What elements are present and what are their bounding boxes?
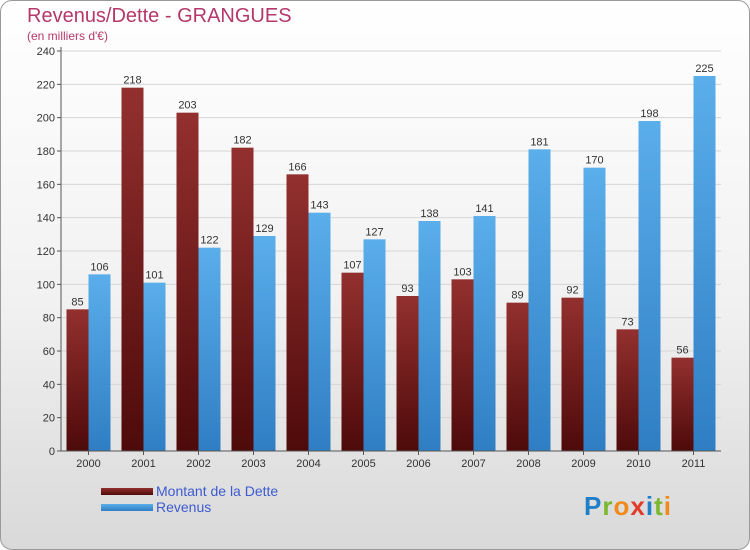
logo-letter: o bbox=[613, 491, 631, 521]
legend-swatch-revenus bbox=[101, 504, 153, 511]
data-label-dette: 107 bbox=[343, 260, 361, 272]
bar-dette bbox=[121, 87, 144, 452]
x-tick-label: 2010 bbox=[626, 458, 650, 470]
bar-revenus bbox=[638, 121, 661, 451]
legend-label-revenus: Revenus bbox=[156, 499, 212, 515]
data-label-dette: 166 bbox=[288, 161, 306, 173]
logo-letter: i bbox=[663, 491, 672, 521]
bar-dette bbox=[396, 296, 419, 451]
data-label-dette: 218 bbox=[123, 75, 141, 87]
legend-swatch-dette bbox=[101, 488, 153, 495]
bar-revenus bbox=[143, 282, 166, 451]
data-label-dette: 89 bbox=[511, 290, 523, 302]
data-label-dette: 73 bbox=[621, 316, 633, 328]
y-tick-label: 40 bbox=[43, 379, 55, 391]
chart-subtitle: (en milliers d'€) bbox=[27, 29, 108, 43]
bar-revenus bbox=[528, 149, 551, 452]
data-label-revenus: 129 bbox=[255, 223, 273, 235]
y-tick-label: 60 bbox=[43, 346, 55, 358]
data-label-revenus: 138 bbox=[420, 208, 438, 220]
data-label-dette: 85 bbox=[71, 296, 83, 308]
y-tick-label: 220 bbox=[37, 79, 55, 91]
y-tick-label: 120 bbox=[37, 246, 55, 258]
data-label-revenus: 101 bbox=[145, 270, 163, 282]
data-label-dette: 93 bbox=[401, 283, 413, 295]
x-tick-label: 2009 bbox=[571, 458, 595, 470]
x-tick-label: 2008 bbox=[516, 458, 540, 470]
logo-letter: r bbox=[602, 491, 614, 521]
data-label-revenus: 127 bbox=[365, 226, 383, 238]
data-label-dette: 182 bbox=[233, 135, 251, 147]
data-label-revenus: 106 bbox=[90, 261, 108, 273]
bar-dette bbox=[231, 147, 254, 451]
data-label-revenus: 181 bbox=[530, 136, 548, 148]
data-label-revenus: 198 bbox=[640, 108, 658, 120]
x-tick-label: 2000 bbox=[76, 458, 100, 470]
y-tick-label: 240 bbox=[37, 46, 55, 58]
data-label-revenus: 143 bbox=[310, 200, 328, 212]
legend-label-dette: Montant de la Dette bbox=[156, 483, 279, 499]
bar-dette bbox=[561, 297, 584, 451]
data-label-revenus: 122 bbox=[200, 235, 218, 247]
x-tick-label: 2006 bbox=[406, 458, 430, 470]
x-tick-label: 2003 bbox=[241, 458, 265, 470]
y-tick-label: 200 bbox=[37, 113, 55, 125]
bar-dette bbox=[616, 329, 639, 451]
x-tick-label: 2001 bbox=[131, 458, 155, 470]
y-tick-label: 80 bbox=[43, 313, 55, 325]
y-tick-label: 100 bbox=[37, 279, 55, 291]
bar-revenus bbox=[308, 212, 331, 451]
bar-revenus bbox=[418, 221, 441, 451]
x-tick-label: 2004 bbox=[296, 458, 320, 470]
data-label-revenus: 141 bbox=[475, 203, 493, 215]
x-tick-label: 2011 bbox=[682, 458, 706, 470]
y-tick-label: 0 bbox=[49, 446, 55, 458]
bar-dette bbox=[286, 174, 309, 452]
y-tick-label: 140 bbox=[37, 213, 55, 225]
data-label-dette: 56 bbox=[676, 345, 688, 357]
bar-revenus bbox=[198, 247, 221, 451]
x-tick-label: 2005 bbox=[351, 458, 375, 470]
logo-letter: i bbox=[645, 491, 655, 521]
bar-dette bbox=[671, 357, 694, 451]
bar-revenus bbox=[253, 236, 276, 451]
bar-revenus bbox=[693, 76, 716, 451]
y-tick-label: 20 bbox=[43, 413, 55, 425]
bar-revenus bbox=[473, 216, 496, 451]
logo-letter: x bbox=[630, 491, 646, 521]
bar-dette bbox=[451, 279, 474, 451]
data-label-revenus: 170 bbox=[585, 155, 603, 167]
data-label-revenus: 225 bbox=[695, 63, 713, 75]
bar-revenus bbox=[88, 274, 111, 451]
bar-dette bbox=[176, 112, 199, 452]
bar-dette bbox=[341, 272, 364, 451]
y-tick-label: 180 bbox=[37, 146, 55, 158]
bar-revenus bbox=[583, 167, 606, 451]
proxiti-logo: Proxiti bbox=[584, 491, 672, 522]
bar-dette bbox=[66, 309, 89, 451]
data-label-dette: 103 bbox=[453, 266, 471, 278]
y-tick-label: 160 bbox=[37, 179, 55, 191]
logo-letter: t bbox=[654, 491, 664, 521]
bar-dette bbox=[506, 302, 529, 451]
data-label-dette: 203 bbox=[178, 100, 196, 112]
x-tick-label: 2007 bbox=[461, 458, 485, 470]
logo-letter: P bbox=[584, 491, 603, 521]
bar-revenus bbox=[363, 239, 386, 451]
chart-title: Revenus/Dette - GRANGUES bbox=[27, 5, 292, 27]
data-label-dette: 92 bbox=[566, 285, 578, 297]
x-tick-label: 2002 bbox=[186, 458, 210, 470]
